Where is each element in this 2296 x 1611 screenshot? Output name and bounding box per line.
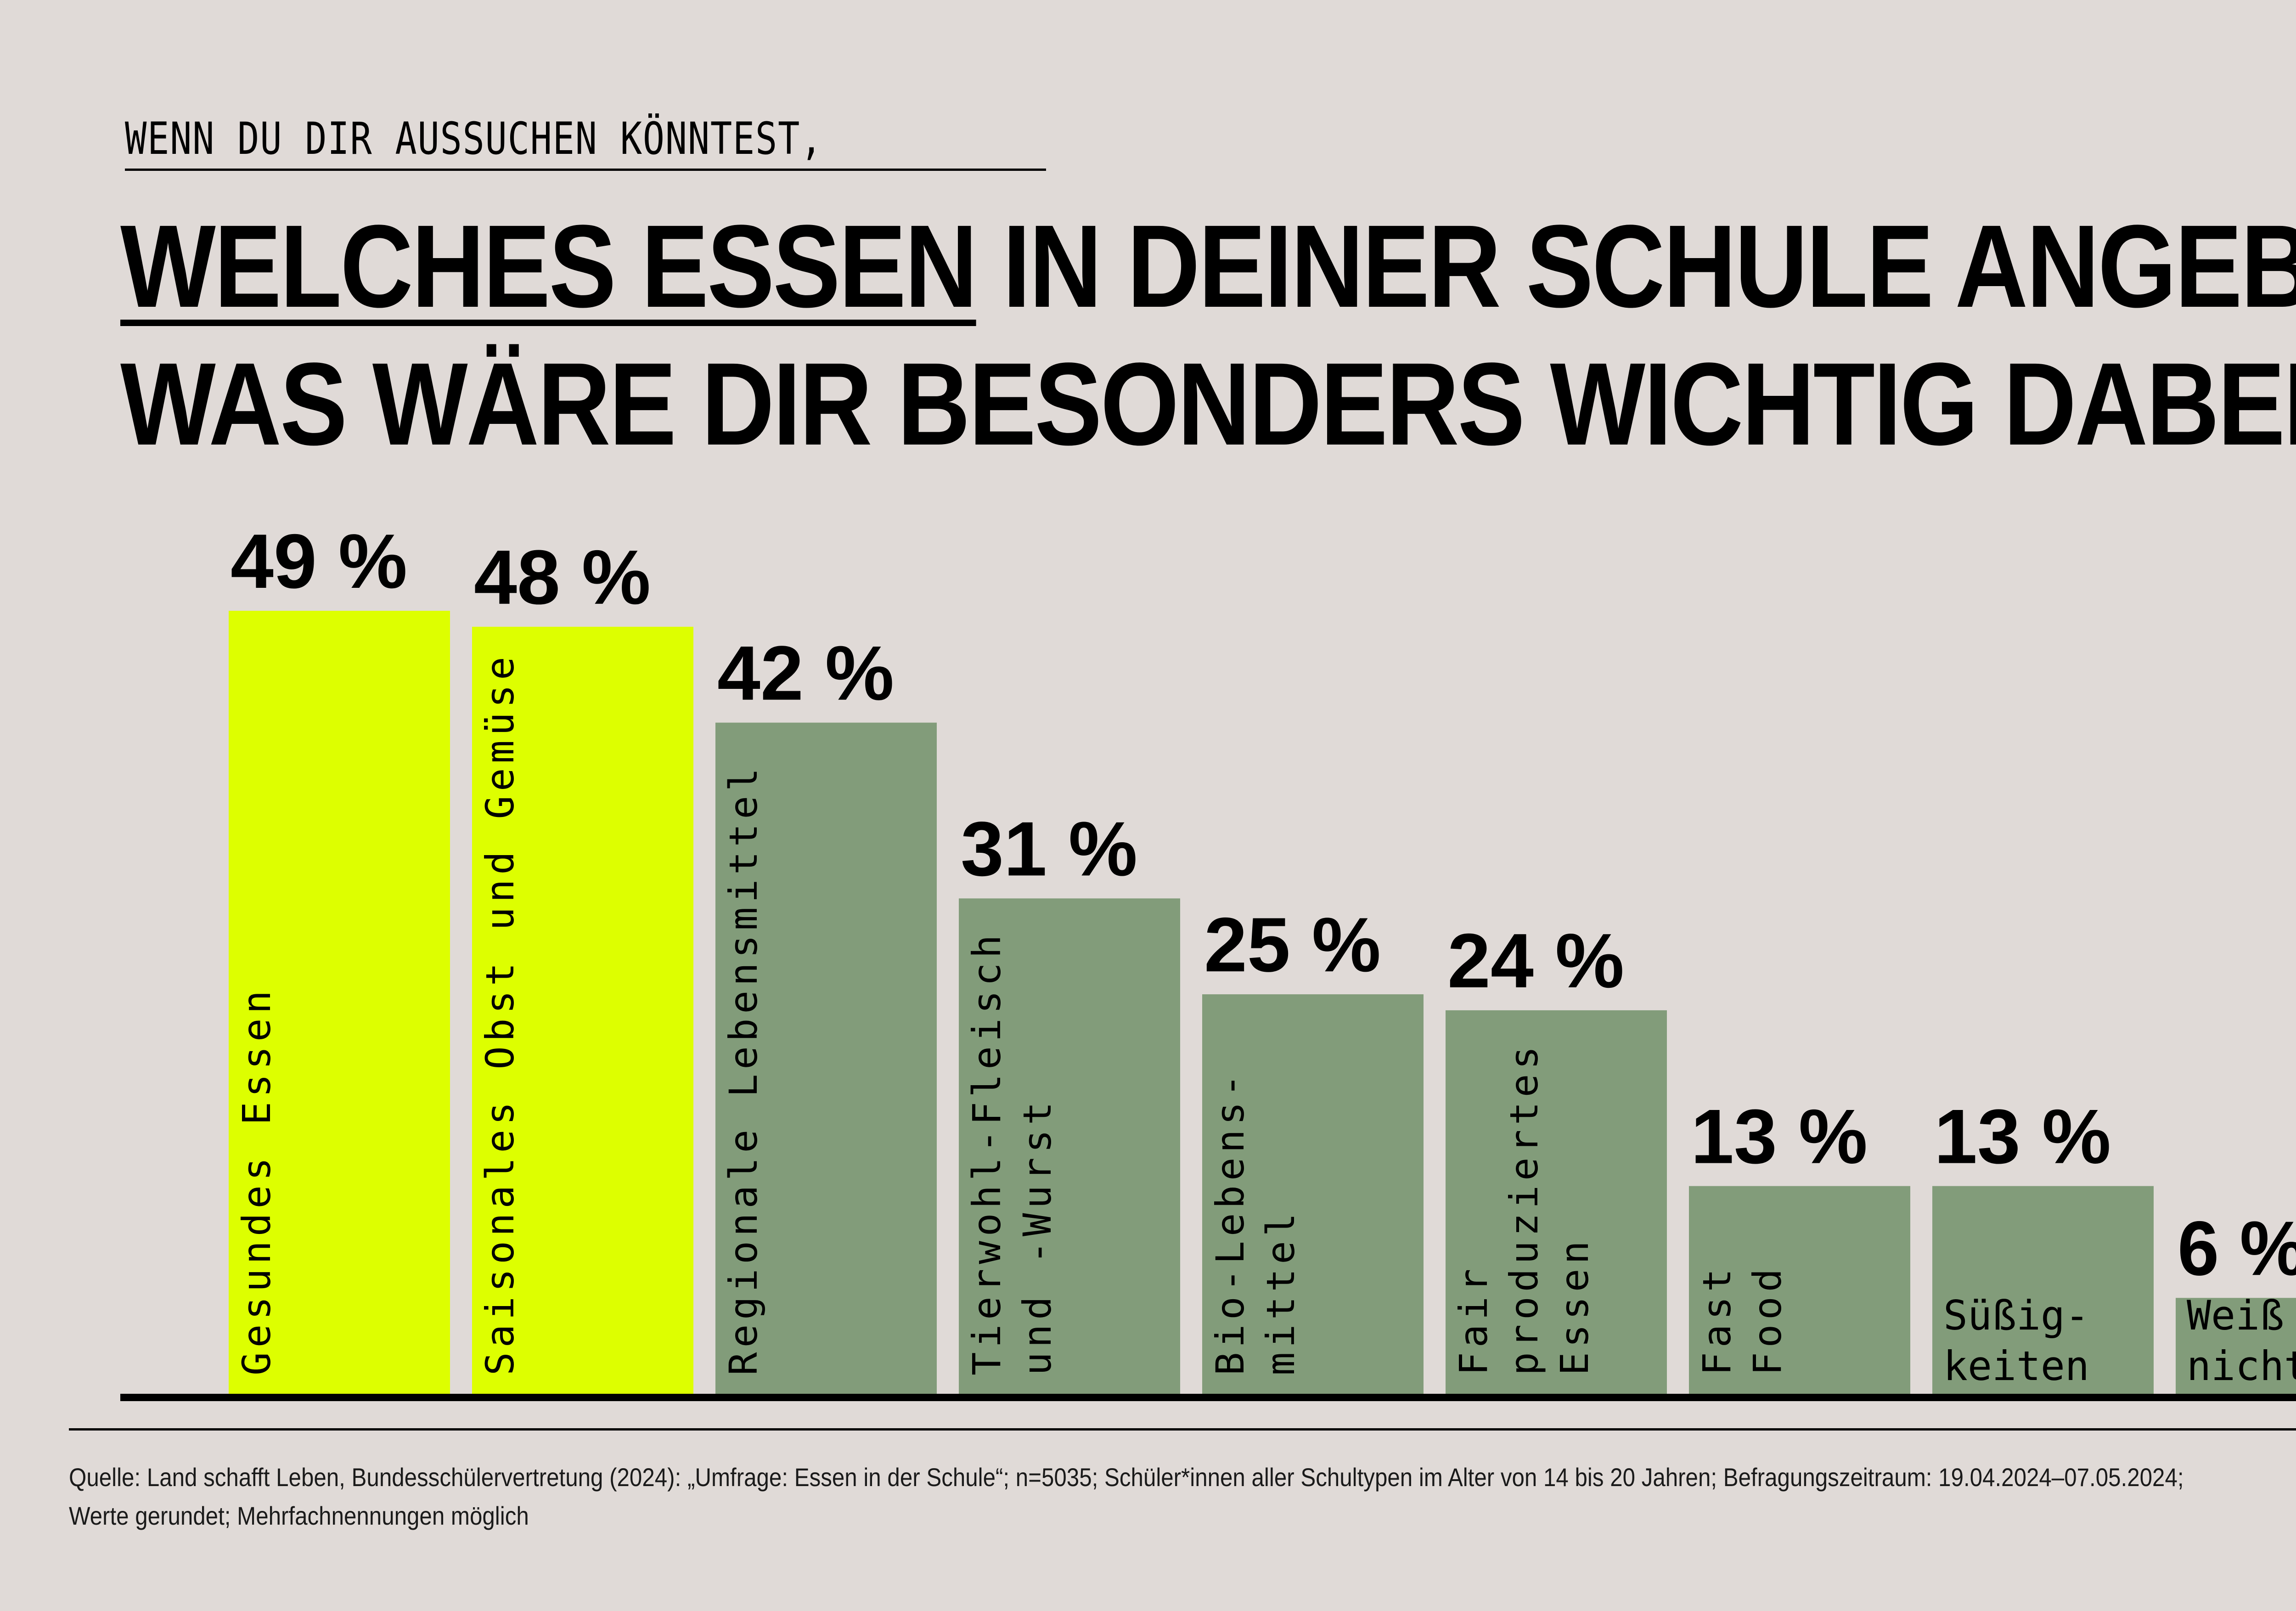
category-label-2: Saisonales Obst und Gemüse xyxy=(478,652,523,1375)
subtitle-underline xyxy=(125,169,1046,171)
value-label-5: 25 % xyxy=(1204,901,1381,988)
chart-subtitle: WENN DU DIR AUSSUCHEN KÖNNTEST, xyxy=(125,113,823,164)
category-label-4-line-1: Tierwohl-Fleisch xyxy=(964,930,1009,1375)
category-label-6-line-3: Essen xyxy=(1552,1236,1597,1375)
bar-6 xyxy=(1446,1010,1667,1394)
category-label-7-line-1: Fast xyxy=(1694,1264,1739,1375)
value-label-8: 13 % xyxy=(1934,1093,2111,1180)
category-label-4-line-2: und -Wurst xyxy=(1015,1097,1060,1375)
value-label-4: 31 % xyxy=(961,806,1137,892)
value-label-1: 49 % xyxy=(231,518,407,604)
category-label-5-line-1: Bio-Lebens- xyxy=(1208,1070,1253,1375)
bar-9 xyxy=(2176,1298,2296,1394)
category-label-9-line-1: Weiß xyxy=(2187,1292,2284,1339)
category-label-6-line-2: produziertes xyxy=(1502,1042,1547,1375)
title-line2: WAS WÄRE DIR BESONDERS WICHTIG DABEI? xyxy=(120,338,2296,470)
value-label-6: 24 % xyxy=(1447,918,1624,1004)
source-line-1: Quelle: Land schafft Leben, Bundesschüle… xyxy=(69,1463,2184,1492)
bar-7 xyxy=(1689,1186,1910,1394)
bar-3 xyxy=(715,722,937,1394)
category-label-8-line-1: Süßig- xyxy=(1943,1292,2089,1339)
category-label-5-line-2: mittel xyxy=(1258,1209,1303,1375)
value-label-7: 13 % xyxy=(1691,1093,1868,1180)
category-label-1: Gesundes Essen xyxy=(234,986,279,1375)
bar-4 xyxy=(959,898,1180,1394)
footer-divider xyxy=(69,1428,2296,1431)
category-label-3: Regionale Lebensmittel xyxy=(721,763,766,1375)
title-highlight: WELCHES ESSEN xyxy=(120,201,978,332)
value-label-3: 42 % xyxy=(717,630,894,716)
category-label-9-line-2: nicht xyxy=(2187,1342,2296,1390)
bar-5 xyxy=(1202,994,1424,1394)
bar-1 xyxy=(229,611,450,1394)
chart-title: WELCHES ESSEN IN DEINER SCHULE ANGEBOTEN… xyxy=(120,197,2296,473)
bar-8 xyxy=(1932,1186,2154,1394)
bar-2 xyxy=(472,626,693,1394)
source-line-2: Werte gerundet; Mehrfachnennungen möglic… xyxy=(69,1501,529,1530)
category-label-7-line-2: Food xyxy=(1745,1264,1790,1375)
category-label-6-line-1: Fair xyxy=(1451,1264,1496,1375)
value-label-2: 48 % xyxy=(474,534,651,620)
value-label-9: 6 % xyxy=(2178,1205,2296,1291)
source-note: Quelle: Land schafft Leben, Bundesschüle… xyxy=(69,1458,2184,1535)
category-label-8-line-2: keiten xyxy=(1943,1342,2089,1390)
title-line1-rest: IN DEINER SCHULE ANGEBOTEN WIRD, xyxy=(1002,201,2296,332)
x-axis-baseline xyxy=(120,1394,2296,1401)
